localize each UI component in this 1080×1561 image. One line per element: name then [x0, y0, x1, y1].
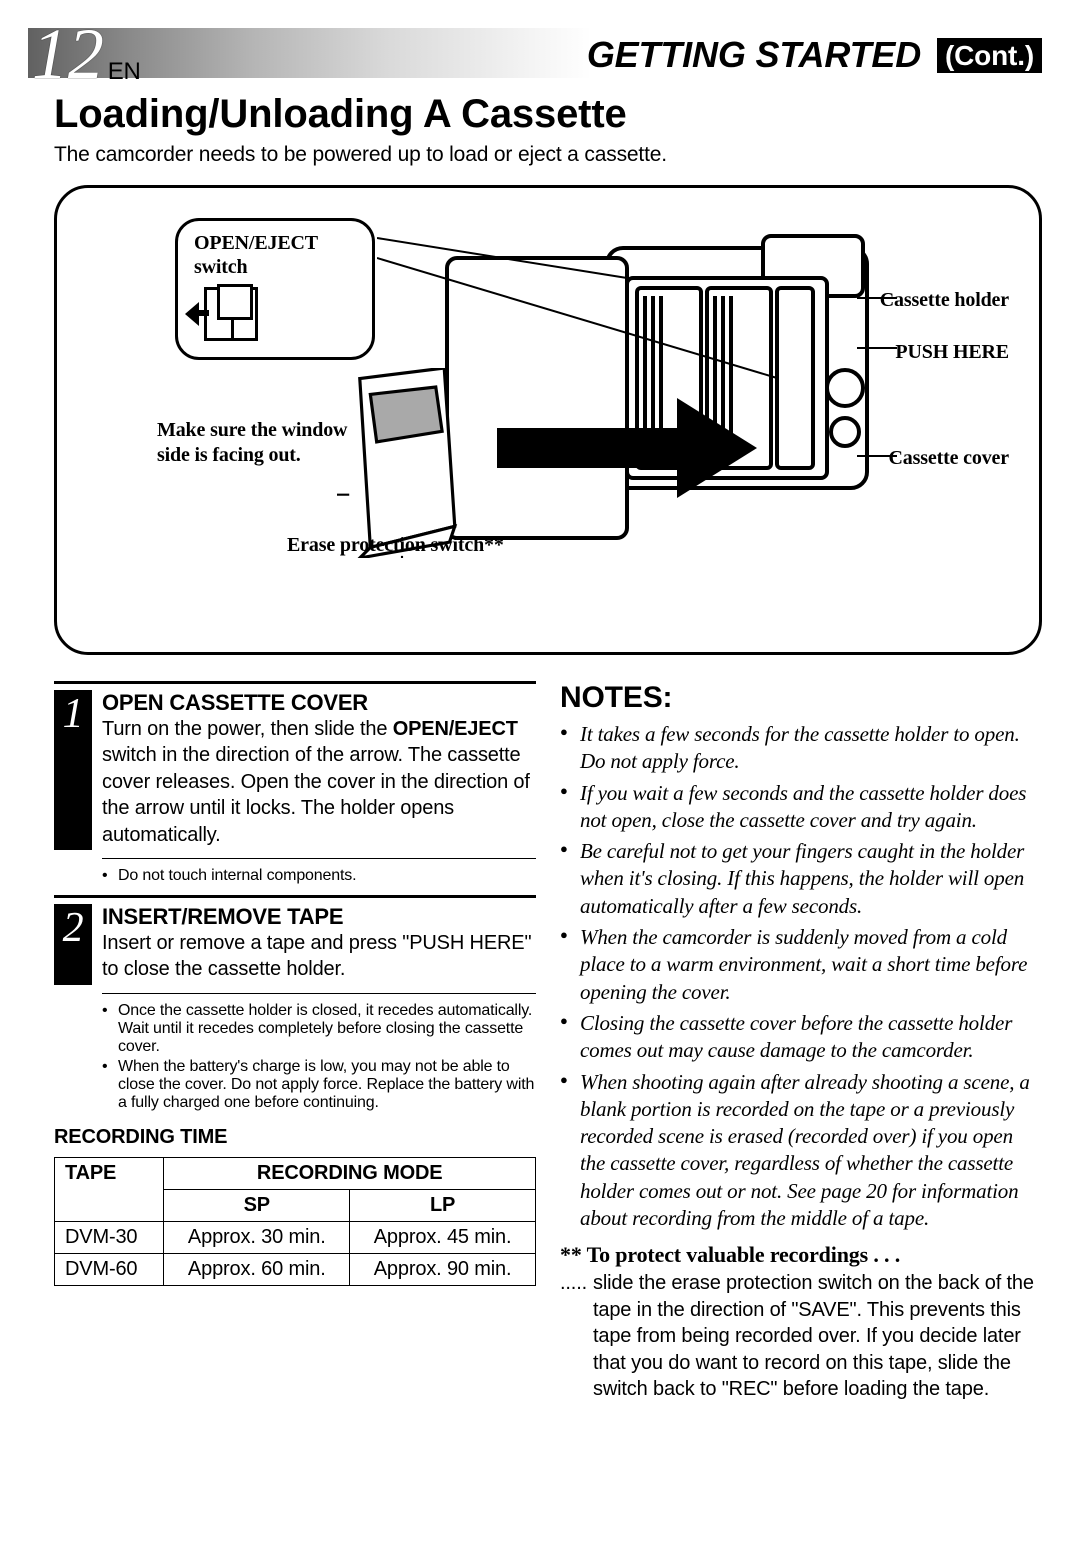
- section-continuation: (Cont.): [937, 38, 1042, 73]
- step-number: 2: [54, 904, 92, 985]
- table-header: LP: [350, 1189, 536, 1221]
- cassette-cover-label: Cassette cover: [889, 446, 1009, 471]
- left-column: 1 OPEN CASSETTE COVER Turn on the power,…: [54, 681, 536, 1402]
- protect-text: slide the erase protection switch on the…: [593, 1270, 1042, 1402]
- table-cell: Approx. 90 min.: [350, 1253, 536, 1285]
- page-number-block: 12 EN: [32, 18, 141, 90]
- step-2-bullets: Once the cassette holder is closed, it r…: [102, 1002, 536, 1112]
- list-item: If you wait a few seconds and the casset…: [560, 780, 1042, 835]
- step-heading: INSERT/REMOVE TAPE: [102, 904, 536, 930]
- step-body: Insert or remove a tape and press "PUSH …: [102, 930, 536, 983]
- list-item: Be careful not to get your fingers caugh…: [560, 838, 1042, 920]
- table-header: SP: [164, 1189, 350, 1221]
- table-cell: Approx. 60 min.: [164, 1253, 350, 1285]
- table-cell: DVM-30: [55, 1221, 164, 1253]
- erase-protection-label: Erase protection switch**: [287, 533, 504, 558]
- push-here-label: PUSH HERE: [895, 340, 1009, 365]
- list-item: When the battery's charge is low, you ma…: [102, 1058, 536, 1112]
- list-item: When the camcorder is suddenly moved fro…: [560, 924, 1042, 1006]
- page-title: Loading/Unloading A Cassette: [54, 92, 1042, 137]
- protect-heading: ** To protect valuable recordings . . .: [560, 1242, 1042, 1268]
- step-body: Turn on the power, then slide the OPEN/E…: [102, 716, 536, 848]
- recording-time-heading: RECORDING TIME: [54, 1126, 536, 1149]
- notes-list: It takes a few seconds for the cassette …: [560, 721, 1042, 1232]
- table-cell: Approx. 30 min.: [164, 1221, 350, 1253]
- recording-time-table: TAPE RECORDING MODE SP LP DVM-30 Approx.…: [54, 1157, 536, 1286]
- table-cell: Approx. 45 min.: [350, 1221, 536, 1253]
- protect-dots: .....: [560, 1270, 587, 1402]
- open-eject-switch-callout: OPEN/EJECT switch: [175, 218, 375, 360]
- page-number: 12: [32, 18, 104, 90]
- open-eject-label: OPEN/EJECT switch: [194, 231, 356, 279]
- cassette-holder-label: Cassette holder: [880, 288, 1009, 313]
- list-item: Closing the cassette cover before the ca…: [560, 1010, 1042, 1065]
- step-1: 1 OPEN CASSETTE COVER Turn on the power,…: [54, 690, 536, 850]
- table-header: TAPE: [55, 1157, 164, 1221]
- window-side-label: Make sure the window side is facing out.: [157, 418, 357, 468]
- step-heading: OPEN CASSETTE COVER: [102, 690, 536, 716]
- diagram: OPEN/EJECT switch: [54, 185, 1042, 655]
- right-column: NOTES: It takes a few seconds for the ca…: [560, 681, 1042, 1402]
- table-header: RECORDING MODE: [164, 1157, 536, 1189]
- step-1-bullets: Do not touch internal components.: [102, 867, 536, 885]
- section-title-text: GETTING STARTED: [587, 34, 921, 75]
- table-cell: DVM-60: [55, 1253, 164, 1285]
- notes-heading: NOTES:: [560, 681, 1042, 715]
- list-item: Do not touch internal components.: [102, 867, 536, 885]
- table-row: DVM-60 Approx. 60 min. Approx. 90 min.: [55, 1253, 536, 1285]
- step-2: 2 INSERT/REMOVE TAPE Insert or remove a …: [54, 904, 536, 985]
- protect-body: ..... slide the erase protection switch …: [560, 1270, 1042, 1402]
- list-item: It takes a few seconds for the cassette …: [560, 721, 1042, 776]
- section-title: GETTING STARTED (Cont.): [587, 34, 1042, 76]
- step-number: 1: [54, 690, 92, 850]
- table-row: DVM-30 Approx. 30 min. Approx. 45 min.: [55, 1221, 536, 1253]
- intro-text: The camcorder needs to be powered up to …: [54, 143, 1042, 167]
- page-header: 12 EN GETTING STARTED (Cont.): [28, 28, 1052, 78]
- switch-icon: [204, 287, 258, 341]
- list-item: When shooting again after already shooti…: [560, 1069, 1042, 1233]
- list-item: Once the cassette holder is closed, it r…: [102, 1002, 536, 1056]
- page-language: EN: [108, 58, 141, 86]
